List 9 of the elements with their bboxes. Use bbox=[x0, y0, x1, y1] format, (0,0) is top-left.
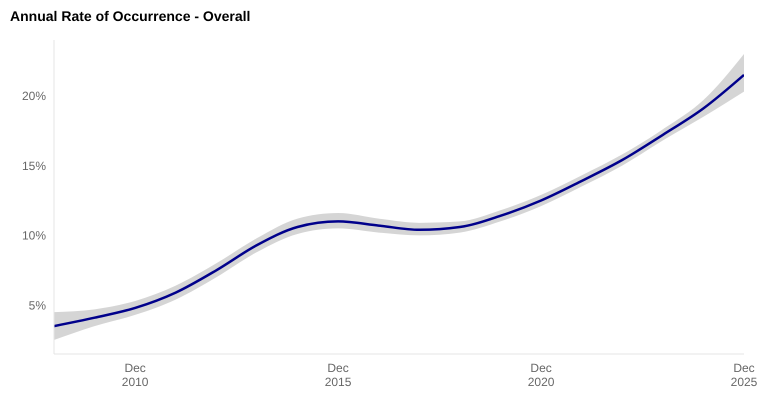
y-tick-label: 5% bbox=[28, 298, 46, 312]
x-tick-label: Dec 2015 bbox=[324, 361, 352, 389]
x-tick-label: Dec 2025 bbox=[730, 361, 758, 389]
chart-title: Annual Rate of Occurrence - Overall bbox=[9, 8, 252, 26]
y-tick-label: 10% bbox=[22, 228, 46, 243]
y-tick-label: 20% bbox=[22, 89, 46, 104]
y-tick-label: 15% bbox=[22, 158, 46, 173]
x-tick-label: Dec 2020 bbox=[528, 361, 555, 389]
x-tick-label: Dec 2010 bbox=[122, 361, 149, 389]
